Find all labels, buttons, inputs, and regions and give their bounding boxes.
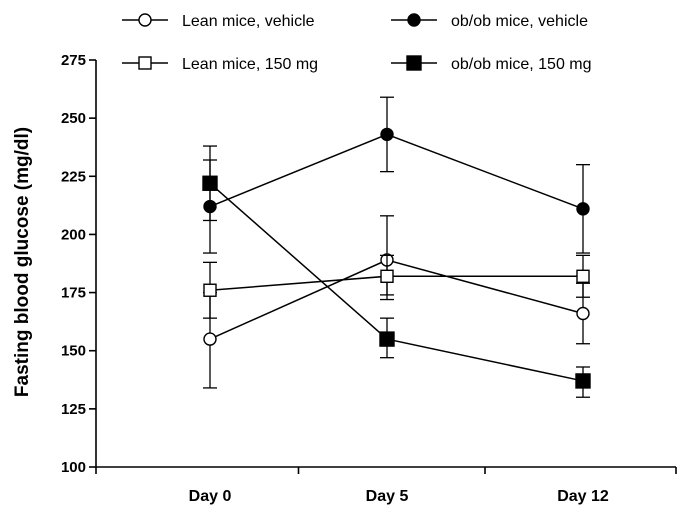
x-tick-label: Day 5 (366, 488, 409, 505)
series-line (209, 182, 584, 382)
data-point (576, 269, 590, 283)
data-point (575, 373, 591, 389)
data-point (379, 331, 395, 347)
legend-marker (138, 56, 152, 70)
y-axis-label: Fasting blood glucose (mg/dl) (12, 127, 33, 397)
data-point (380, 127, 394, 142)
y-tick-label: 150 (61, 343, 86, 360)
legend-marker (407, 13, 421, 27)
legend-label: Lean mice, vehicle (182, 13, 315, 30)
series-line (209, 275, 583, 291)
series-line (209, 133, 584, 210)
legend-marker (406, 55, 422, 71)
series-4 (202, 145, 591, 398)
series-line (209, 259, 584, 340)
legend-label: ob/ob mice, vehicle (451, 13, 588, 30)
legend-item: ob/ob mice, 150 mg (391, 55, 592, 73)
y-tick-label: 125 (61, 401, 86, 418)
y-tick-label: 250 (61, 110, 86, 127)
series-1 (203, 215, 590, 389)
data-point (202, 175, 218, 191)
y-tick-label: 175 (61, 285, 86, 302)
x-tick-label: Day 12 (557, 488, 609, 505)
legend-item: Lean mice, vehicle (122, 13, 315, 30)
y-tick-label: 225 (61, 168, 86, 185)
plot-area (202, 96, 591, 398)
axes: 100 125 150 175 200 225 250 275 Day 0 Day 5 Day 12 (61, 52, 677, 505)
y-tick-label: 200 (61, 226, 86, 243)
legend-label: ob/ob mice, 150 mg (451, 56, 592, 73)
legend-item: ob/ob mice, vehicle (391, 13, 588, 30)
data-point (380, 269, 394, 283)
data-point (576, 202, 590, 216)
legend-item: Lean mice, 150 mg (122, 56, 318, 73)
series-2 (203, 96, 590, 254)
x-tick-label: Day 0 (189, 488, 232, 505)
y-tick-label: 275 (61, 52, 86, 69)
legend-label: Lean mice, 150 mg (182, 56, 318, 73)
y-tick-label: 100 (61, 459, 86, 476)
series-3 (203, 254, 590, 319)
data-point (203, 283, 217, 297)
legend: Lean mice, vehicle ob/ob mice, vehicle Lea… (122, 13, 592, 73)
data-point (576, 306, 590, 321)
legend-marker (138, 13, 152, 27)
data-point (203, 332, 217, 346)
